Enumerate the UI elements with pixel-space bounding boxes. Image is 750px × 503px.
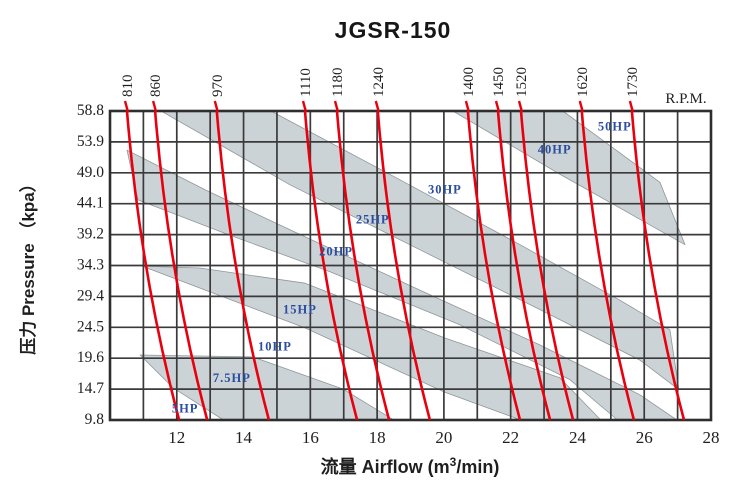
rpm-curve-1520 — [519, 110, 575, 421]
y-tick-label: 53.9 — [77, 133, 104, 150]
rpm-curve-1240 — [376, 110, 432, 421]
rpm-tick-1450 — [494, 100, 501, 113]
rpm-label-1400: 1400 — [461, 67, 477, 97]
hp-label-30HP: 30HP — [428, 183, 462, 197]
rpm-label-810: 810 — [120, 75, 136, 98]
hp-label-7.5HP: 7.5HP — [213, 371, 251, 385]
x-tick-label: 28 — [703, 428, 720, 447]
x-tick-label: 26 — [636, 428, 653, 447]
y-axis-title: 压力 Pressure （kpa） — [18, 175, 38, 355]
rpm-curve-970 — [215, 110, 271, 421]
rpm-curve-1110 — [303, 110, 359, 421]
rpm-label-970: 970 — [210, 75, 226, 98]
rpm-label-1450: 1450 — [491, 67, 507, 97]
x-tick-label: 22 — [502, 428, 519, 447]
hp-label-50HP: 50HP — [598, 120, 632, 134]
hp-label-10HP: 10HP — [258, 340, 292, 354]
rpm-tick-1180 — [333, 100, 340, 113]
y-tick-label: 9.8 — [85, 411, 105, 428]
rpm-label-1730: 1730 — [625, 67, 641, 97]
hp-label-15HP: 15HP — [283, 303, 317, 317]
y-tick-label: 44.1 — [77, 195, 104, 212]
y-tick-label: 29.4 — [77, 287, 104, 304]
x-tick-label: 16 — [302, 428, 319, 447]
x-tick-label: 24 — [569, 428, 587, 447]
x-axis-title-part2: /min) — [456, 457, 499, 477]
rpm-tick-1620 — [578, 100, 584, 113]
rpm-curve-1180 — [335, 110, 391, 421]
x-tick-label: 20 — [435, 428, 452, 447]
hp-label-5HP: 5HP — [172, 402, 199, 416]
hp-label-40HP: 40HP — [538, 142, 572, 156]
rpm-curve-1620 — [580, 110, 636, 421]
power-band-25HP — [160, 110, 680, 391]
y-tick-label: 14.7 — [77, 380, 104, 397]
plot-area: 810 860 970 1110 1180 1240 1400 1450 1520 1620 173… — [77, 67, 720, 447]
page-title: JGSR-150 — [335, 17, 452, 43]
y-tick-label: 19.6 — [77, 349, 104, 366]
x-axis-title: 流量 Airflow (m3/min) — [321, 455, 500, 477]
rpm-tick-1240 — [374, 100, 380, 113]
rpm-label-860: 860 — [148, 75, 164, 98]
power-band-40HP — [452, 110, 686, 246]
rpm-curve-810 — [125, 110, 181, 421]
rpm-label-1110: 1110 — [298, 68, 314, 97]
x-axis-title-part1: 流量 Airflow (m — [321, 456, 450, 477]
rpm-tick-1520 — [517, 100, 524, 113]
x-tick-label: 18 — [369, 428, 386, 447]
rpm-tick-810 — [123, 100, 130, 113]
x-tick-label: 12 — [168, 428, 185, 447]
rpm-tick-1400 — [464, 100, 471, 113]
y-tick-label: 58.8 — [77, 102, 104, 119]
x-tick-label: 14 — [235, 428, 253, 447]
hp-label-25HP: 25HP — [356, 212, 390, 226]
y-tick-label: 39.2 — [77, 226, 104, 243]
x-axis-title-superscript: 3 — [450, 455, 457, 469]
y-tick-label: 24.5 — [77, 318, 104, 335]
y-tick-label: 49.0 — [77, 164, 104, 181]
rpm-unit-label: R.P.M. — [665, 91, 706, 107]
rpm-curve-1450 — [496, 110, 552, 421]
rpm-label-1180: 1180 — [330, 68, 346, 97]
rpm-tick-970 — [213, 100, 219, 113]
rpm-tick-1110 — [301, 100, 308, 113]
y-tick-label: 34.3 — [77, 257, 104, 274]
rpm-curve-860 — [153, 110, 209, 421]
rpm-label-1240: 1240 — [371, 67, 387, 97]
rpm-tick-1730 — [628, 100, 635, 113]
plot-border — [108, 109, 713, 422]
rpm-curve-1730 — [630, 110, 686, 421]
hp-label-20HP: 20HP — [319, 244, 353, 258]
rpm-tick-860 — [151, 100, 158, 113]
rpm-label-1620: 1620 — [575, 67, 591, 97]
rpm-label-1520: 1520 — [514, 67, 530, 97]
rpm-curve-1400 — [466, 110, 522, 421]
